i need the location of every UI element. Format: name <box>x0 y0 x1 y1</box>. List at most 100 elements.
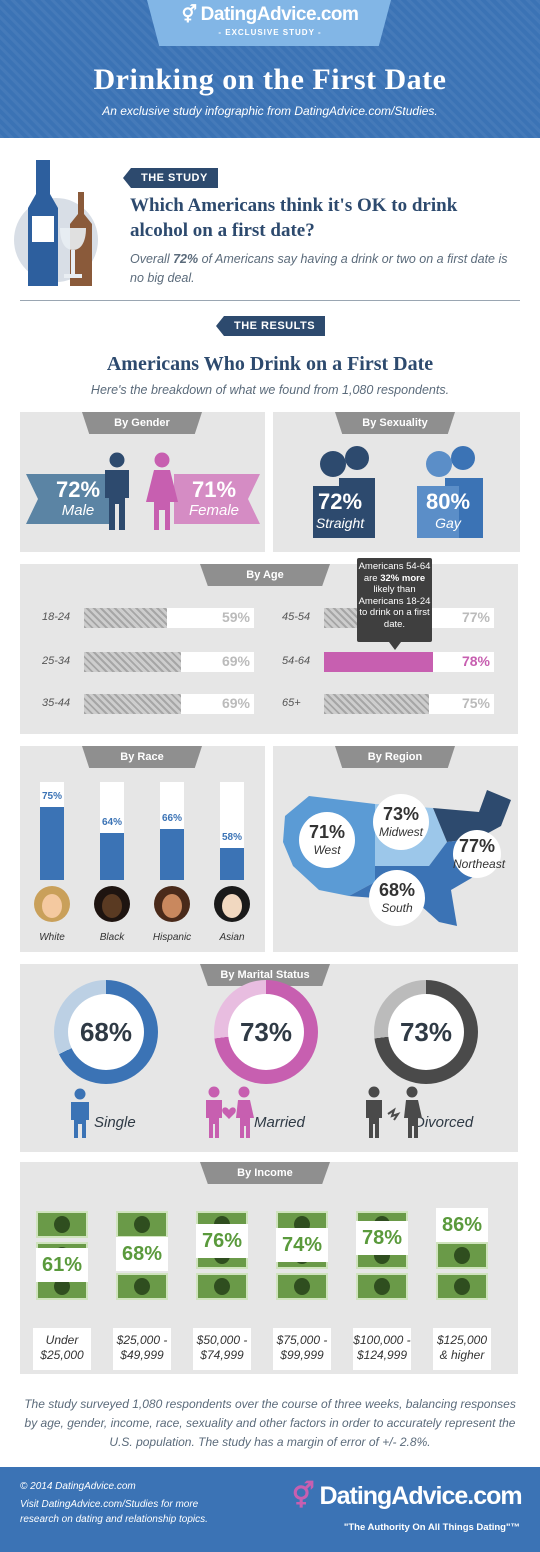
income-value: 61% <box>36 1248 88 1283</box>
money-bill-icon <box>276 1273 328 1300</box>
race-bar-fill <box>160 828 184 880</box>
race-bar: 58% <box>220 782 244 880</box>
logo-tab <box>147 0 391 46</box>
income-value: 76% <box>196 1224 248 1259</box>
gender-tab: By Gender <box>82 412 202 434</box>
divider <box>20 300 520 301</box>
region-value: 77% <box>458 836 496 856</box>
age-label: 35-44 <box>42 697 71 709</box>
gender-panel: By Gender 72% Male 71% Female <box>20 412 265 552</box>
age-label: 45-54 <box>282 611 311 623</box>
marital-panel: By Marital Status 68% Single 73% Married 73%… <box>20 964 518 1152</box>
race-bar-fill <box>40 806 64 880</box>
header-banner: ⚥ DatingAdvice.com - EXCLUSIVE STUDY - D… <box>0 0 540 138</box>
money-bill-icon <box>196 1273 248 1300</box>
age-bar-fill <box>84 652 181 672</box>
age-callout: Americans 54-64 are 32% more likely than… <box>357 558 432 650</box>
race-bar: 75% <box>40 782 64 880</box>
money-bill-icon <box>116 1211 168 1238</box>
region-marker: 73% Midwest <box>373 794 429 850</box>
race-bar: 64% <box>100 782 124 880</box>
female-value: 71% Female <box>188 477 240 520</box>
age-value: 69% <box>221 695 250 711</box>
age-bar-fill <box>84 694 181 714</box>
region-tab: By Region <box>335 746 455 768</box>
gay-value: 80% Gay <box>425 489 471 532</box>
age-value: 78% <box>461 653 490 669</box>
race-tab: By Race <box>82 746 202 768</box>
age-bar-fill <box>324 694 429 714</box>
gay-couple-icon <box>417 446 483 538</box>
marital-ring: 73% <box>214 980 318 1084</box>
income-value: 78% <box>356 1221 408 1256</box>
region-marker: 77% Northeast <box>453 830 506 878</box>
money-bill-icon <box>116 1273 168 1300</box>
race-label: Asian <box>219 932 245 943</box>
race-bar: 66% <box>160 782 184 880</box>
race-panel: By Race 75% White 64% Black 66% Hispanic 58% As… <box>20 746 265 952</box>
race-value: 66% <box>161 812 182 824</box>
copyright: © 2014 DatingAdvice.com <box>20 1481 136 1492</box>
age-bar-fill <box>84 608 167 628</box>
income-panel: By Income 61% Under $25,000 68% $25,000 - $… <box>20 1162 518 1374</box>
marital-value: 73% <box>388 994 464 1070</box>
marital-label: Married <box>254 1114 305 1131</box>
race-face-icon <box>94 886 130 922</box>
gender-symbol-icon: ⚥ <box>181 5 201 24</box>
logo[interactable]: ⚥ DatingAdvice.com <box>181 4 359 25</box>
age-label: 54-64 <box>282 655 311 667</box>
age-label: 25-34 <box>42 655 71 667</box>
age-value: 77% <box>461 609 490 625</box>
region-label: South <box>381 901 413 915</box>
money-bill-icon <box>436 1273 488 1300</box>
marital-ring: 68% <box>54 980 158 1084</box>
region-value: 68% <box>378 880 416 900</box>
male-flag <box>26 474 112 524</box>
divorced-couple-icon <box>366 1086 422 1138</box>
wine-bottles-icon <box>14 160 98 286</box>
income-label: $25,000 - $49,999 <box>113 1328 171 1370</box>
female-flag <box>174 474 260 524</box>
income-value: 86% <box>436 1208 488 1243</box>
age-label: 65+ <box>282 697 301 709</box>
age-value: 75% <box>461 695 490 711</box>
region-value: 71% <box>308 822 346 842</box>
straight-couple-icon <box>313 446 375 538</box>
race-label: Black <box>99 932 125 943</box>
page-subtitle: An exclusive study infographic from Dati… <box>102 104 438 118</box>
footer: © 2014 DatingAdvice.com Visit DatingAdvi… <box>0 1467 540 1552</box>
race-bar-fill <box>220 848 244 880</box>
studies-link[interactable]: Visit DatingAdvice.com/Studies for more … <box>20 1499 208 1525</box>
income-label: $50,000 - $74,999 <box>193 1328 251 1370</box>
marital-value: 68% <box>68 994 144 1070</box>
region-label: Midwest <box>378 825 423 839</box>
race-bar-fill <box>100 833 124 880</box>
income-value: 68% <box>116 1237 168 1272</box>
marital-label: Divorced <box>414 1114 474 1131</box>
exclusive-label: - EXCLUSIVE STUDY - <box>218 28 322 37</box>
region-label: West <box>313 843 341 857</box>
methodology-note: The study surveyed 1,080 respondents ove… <box>24 1397 516 1450</box>
tagline: "The Authority On All Things Dating"™ <box>343 1522 520 1533</box>
marital-label: Single <box>94 1114 136 1131</box>
age-value: 69% <box>221 653 250 669</box>
race-face-icon <box>214 886 250 922</box>
study-pill: THE STUDY <box>123 168 218 188</box>
age-bar: 78% <box>324 652 494 672</box>
footer-logo[interactable]: ⚥ DatingAdvice.com <box>292 1482 523 1510</box>
money-bill-icon <box>356 1273 408 1300</box>
region-marker: 71% West <box>299 812 355 868</box>
region-label: Northeast <box>453 857 506 871</box>
marital-ring: 73% <box>374 980 478 1084</box>
age-bar: 69% <box>84 694 254 714</box>
male-value: 72% Male <box>55 477 101 520</box>
male-icon <box>105 452 129 530</box>
single-person-icon <box>71 1088 89 1138</box>
region-marker: 68% South <box>369 870 425 926</box>
sexuality-panel: By Sexuality 72% Straight 80% Gay <box>273 412 520 552</box>
income-label: $100,000 - $124,999 <box>353 1328 411 1370</box>
income-label: $75,000 - $99,999 <box>273 1328 331 1370</box>
page-title: Drinking on the First Date <box>93 63 447 96</box>
race-face-icon <box>154 886 190 922</box>
region-panel: By Region 71% West 73% Midwest 77% Northeast 6… <box>273 746 518 952</box>
